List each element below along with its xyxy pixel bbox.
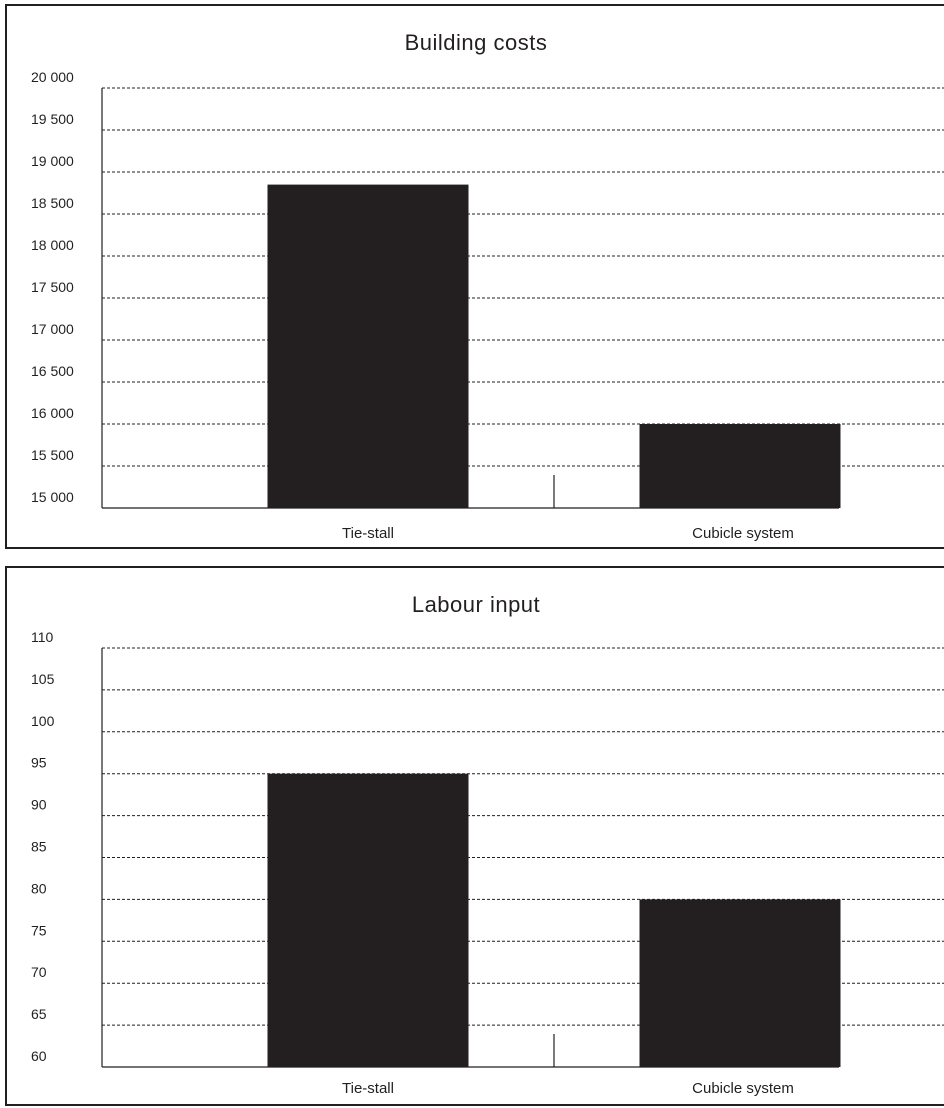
x-category-label: Cubicle system bbox=[692, 1080, 794, 1097]
y-tick-label: 15 000 bbox=[31, 489, 74, 505]
y-tick-label: 17 000 bbox=[31, 321, 74, 337]
y-tick-label: 20 000 bbox=[31, 69, 74, 85]
y-tick-label: 90 bbox=[31, 797, 47, 813]
bar-cubicle-system bbox=[639, 424, 841, 508]
y-tick-label: 60 bbox=[31, 1048, 47, 1064]
chart-title: Building costs bbox=[404, 30, 548, 55]
y-tick-label: 65 bbox=[31, 1006, 47, 1022]
y-tick-label: 110 bbox=[31, 629, 54, 645]
y-tick-label: 15 500 bbox=[31, 447, 74, 463]
y-tick-label: 100 bbox=[31, 713, 55, 729]
building-costs-plot: 15 000 15 500 16 000 16 500 17 000 17 500 18 0… bbox=[31, 69, 944, 542]
y-tick-label: 18 500 bbox=[31, 195, 74, 211]
y-tick-label: 16 000 bbox=[31, 405, 74, 421]
y-tick-label: 19 500 bbox=[31, 111, 74, 127]
chart-title: Labour input bbox=[411, 592, 541, 617]
y-tick-label: 105 bbox=[31, 671, 55, 687]
labour-input-plot: 60 65 70 75 80 85 90 95 100 105 110 Tie-stall Cubicl… bbox=[31, 629, 944, 1097]
y-tick-label: 16 500 bbox=[31, 363, 74, 379]
y-tick-label: 85 bbox=[31, 839, 47, 855]
x-category-label: Cubicle system bbox=[692, 525, 794, 542]
y-tick-label: 19 000 bbox=[31, 153, 74, 169]
bar-cubicle-system bbox=[639, 899, 841, 1067]
y-tick-label: 80 bbox=[31, 880, 47, 896]
labour-input-chart: Labour input 60 65 70 75 80 85 90 95 100 105 110 Ti… bbox=[5, 566, 944, 1106]
x-category-label: Tie-stall bbox=[342, 525, 394, 542]
y-tick-label: 75 bbox=[31, 922, 47, 938]
y-tick-label: 18 000 bbox=[31, 237, 74, 253]
building-costs-chart: Building costs 15 000 15 500 16 000 16 500 1… bbox=[5, 4, 944, 549]
bar-tie-stall bbox=[267, 184, 469, 508]
x-category-label: Tie-stall bbox=[342, 1080, 394, 1097]
y-tick-label: 17 500 bbox=[31, 279, 74, 295]
y-tick-label: 70 bbox=[31, 964, 47, 980]
y-tick-label: 95 bbox=[31, 755, 47, 771]
bar-tie-stall bbox=[267, 773, 469, 1067]
